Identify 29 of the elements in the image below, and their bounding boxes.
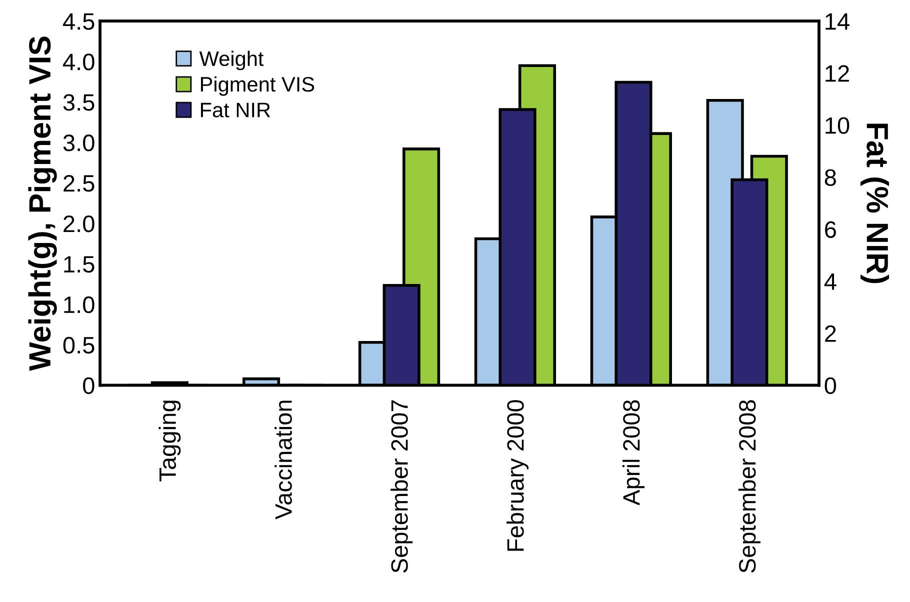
y2-tick-label: 12 xyxy=(826,65,849,82)
y-tick-label: 1.5 xyxy=(64,256,94,273)
x-tick-label: Tagging xyxy=(158,400,181,482)
x-tick-label: April 2008 xyxy=(622,400,644,506)
y-tick-label: 0.5 xyxy=(63,336,94,354)
y2-axis-title: Fat (% NIR) xyxy=(860,124,890,284)
y-tick-label: 3.0 xyxy=(63,134,94,152)
y2-tick-label: 2 xyxy=(825,325,836,342)
y-tick-label: 2.0 xyxy=(64,215,94,232)
y-tick-label: 4.0 xyxy=(62,54,94,70)
x-tick-label: February 2000 xyxy=(506,400,529,551)
y2-tick-label: 6 xyxy=(825,221,836,238)
y-tick-label: 1.0 xyxy=(64,296,94,314)
legend-label: Weight xyxy=(199,50,264,70)
y-tick-label: 2.5 xyxy=(64,175,94,192)
legend-label: Fat NIR xyxy=(200,102,270,118)
y-tick-label: 0 xyxy=(83,377,94,394)
y2-tick-label: 14 xyxy=(826,13,850,30)
y-tick-label: 4.5 xyxy=(62,13,94,30)
y2-tick-label: 8 xyxy=(824,169,836,186)
x-tick-label: September 2008 xyxy=(738,400,760,573)
x-tick-label: Vaccination xyxy=(274,400,292,520)
y2-tick-label: 4 xyxy=(824,274,836,290)
y-tick-label: 3.5 xyxy=(63,94,94,111)
y-axis-title: Weight(g), Pigment VIS xyxy=(28,36,57,371)
y2-tick-label: 10 xyxy=(826,117,850,134)
x-tick-label: September 2007 xyxy=(390,400,413,573)
y2-tick-label: 0 xyxy=(824,377,836,394)
legend-label: Pigment VIS xyxy=(200,76,314,96)
